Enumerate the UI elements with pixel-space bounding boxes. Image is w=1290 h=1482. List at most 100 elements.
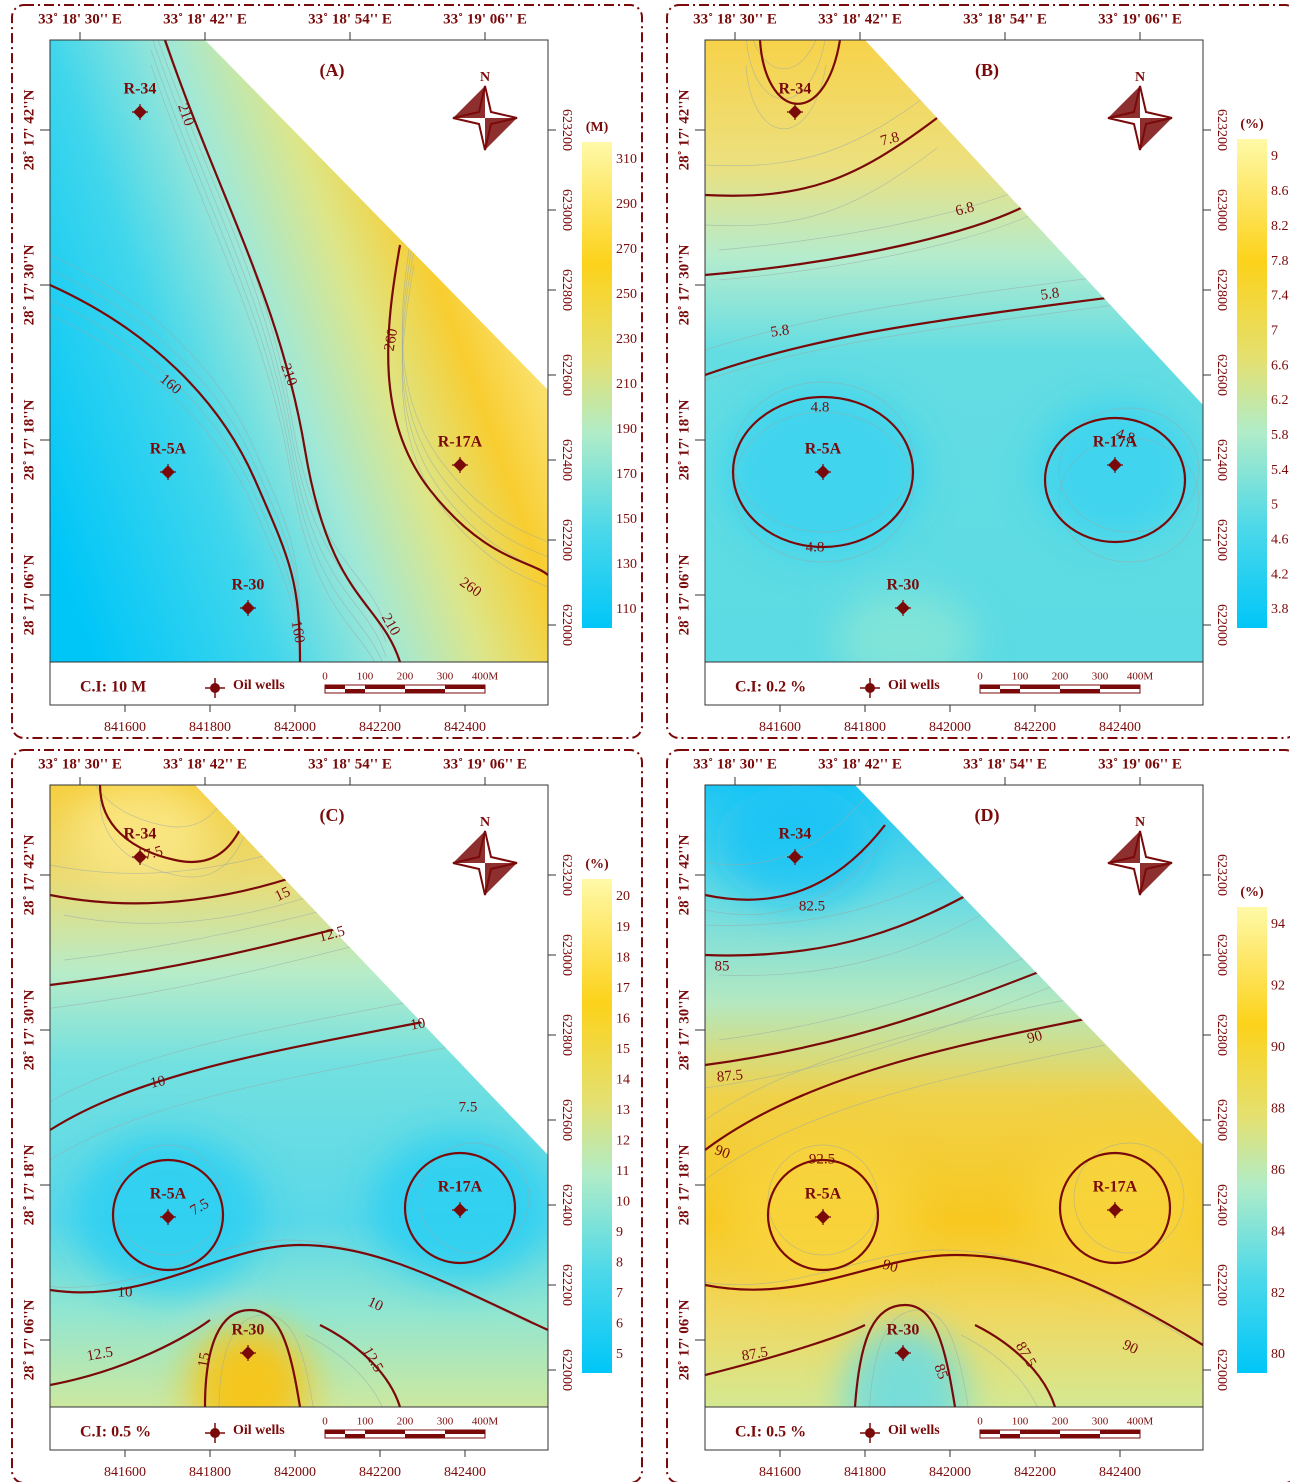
left-coordinate: 28˚ 17' 06''N	[21, 554, 37, 635]
minor-contour	[705, 974, 1082, 1091]
major-contour	[50, 1243, 548, 1331]
color-spot	[835, 590, 975, 662]
major-contour	[705, 1253, 1203, 1346]
minor-contour	[99, 799, 246, 878]
scale-label: 200	[397, 671, 414, 683]
oil-well-marker	[452, 1202, 468, 1218]
contour-label: 10	[118, 1284, 133, 1300]
minor-contour	[1058, 437, 1200, 563]
scale-segment	[345, 1434, 365, 1438]
colorbar	[1237, 139, 1267, 628]
map-fill	[705, 40, 1203, 662]
panel-border	[666, 749, 1290, 1482]
north-label: N	[1135, 70, 1145, 85]
major-contour	[50, 873, 301, 905]
colorbar-tick: 92	[1271, 979, 1285, 994]
colorbar-tick: 170	[616, 467, 637, 482]
left-coordinate: 28˚ 17' 18''N	[676, 1144, 692, 1225]
bottom-coordinate: 841800	[844, 1465, 886, 1480]
minor-contour	[112, 1144, 224, 1256]
left-coordinate: 28˚ 17' 42''N	[676, 89, 692, 170]
minor-contour	[718, 904, 1000, 976]
colorbar-tick: 9	[616, 1225, 623, 1240]
left-coordinate: 28˚ 17' 30''N	[676, 989, 692, 1070]
well-name: R-30	[232, 577, 265, 594]
oil-well-marker	[240, 1345, 256, 1361]
major-contour	[203, 1308, 302, 1407]
major-contour	[98, 785, 246, 863]
panel-label: (A)	[320, 60, 345, 81]
panel-label: (D)	[975, 805, 1000, 826]
contour-map	[705, 40, 1203, 662]
colorbar-tick: 8.6	[1271, 184, 1289, 199]
scale-segment	[1060, 1434, 1100, 1438]
well-name: R-34	[779, 826, 812, 843]
contour-interval: C.I: 10 M	[80, 679, 146, 696]
top-coordinate: 33˚ 19' 06'' E	[443, 756, 527, 772]
colorbar-tick: 230	[616, 332, 637, 347]
left-coordinate: 28˚ 17' 06''N	[676, 554, 692, 635]
bottom-coordinate: 842000	[274, 720, 316, 735]
contour-label: 210	[174, 101, 197, 128]
bottom-coordinate: 842000	[929, 720, 971, 735]
colorbar-tick: 110	[616, 602, 636, 617]
colorbar-unit: (%)	[585, 857, 609, 872]
scale-label: 100	[1012, 1416, 1029, 1428]
scale-segment	[1100, 685, 1140, 689]
colorbar	[1237, 907, 1267, 1373]
colorbar-tick: 94	[1271, 917, 1285, 932]
contour-label: 7.8	[879, 129, 901, 149]
colorbar-tick: 310	[616, 152, 637, 167]
colorbar-tick: 6.6	[1271, 358, 1289, 373]
contour-label: 87.5	[741, 1344, 770, 1364]
left-coordinate: 28˚ 17' 18''N	[676, 399, 692, 480]
colorbar	[582, 142, 612, 628]
contour-label: 4.8	[1114, 426, 1137, 447]
scale-label: 0	[322, 1416, 328, 1428]
contour-label: 85	[715, 958, 730, 974]
panel-border	[666, 4, 1290, 739]
well-name: R-5A	[805, 441, 842, 458]
colorbar-unit: (M)	[586, 120, 609, 135]
scale-segment	[445, 685, 485, 689]
right-coordinate: 623200	[559, 109, 574, 151]
top-coordinate: 33˚ 19' 06'' E	[1098, 756, 1182, 772]
scale-segment	[980, 685, 1000, 689]
north-label: N	[480, 70, 490, 85]
right-coordinate: 623000	[1214, 189, 1229, 231]
top-coordinate: 33˚ 19' 06'' E	[443, 11, 527, 27]
minor-contour	[150, 40, 387, 658]
right-coordinate: 622400	[1214, 439, 1229, 481]
major-contour	[705, 884, 986, 957]
left-coordinate: 28˚ 17' 42''N	[21, 834, 37, 915]
contour-label: 5.8	[1040, 285, 1061, 303]
right-coordinate: 622000	[1214, 1349, 1229, 1391]
scale-segment	[405, 689, 445, 693]
top-coordinate: 33˚ 18' 30'' E	[693, 11, 777, 27]
colorbar-tick: 130	[616, 557, 637, 572]
major-contour	[50, 283, 302, 662]
color-spot	[190, 1325, 310, 1407]
colorbar-tick: 88	[1271, 1102, 1285, 1117]
scale-label: 200	[1052, 1416, 1069, 1428]
right-coordinate: 622600	[559, 1099, 574, 1141]
contour-label: 7.5	[459, 1099, 478, 1115]
colorbar-tick: 190	[616, 422, 637, 437]
top-coordinate: 33˚ 18' 30'' E	[693, 756, 777, 772]
right-coordinate: 622600	[1214, 354, 1229, 396]
scale-label: 100	[1012, 671, 1029, 683]
minor-contour	[50, 254, 301, 633]
scale-label: 0	[322, 671, 328, 683]
contour-interval: C.I: 0.2 %	[735, 679, 806, 696]
colorbar	[582, 879, 612, 1373]
left-coordinate: 28˚ 17' 30''N	[21, 244, 37, 325]
map-frame	[704, 784, 1204, 1451]
well-name: R-5A	[805, 1186, 842, 1203]
scale-label: 300	[437, 671, 454, 683]
left-coordinate: 28˚ 17' 42''N	[676, 834, 692, 915]
oil-well-marker	[452, 457, 468, 473]
scale-segment	[325, 1430, 345, 1434]
minor-contour	[401, 234, 548, 566]
